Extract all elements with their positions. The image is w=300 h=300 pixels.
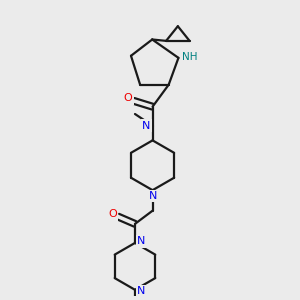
Text: N: N bbox=[137, 286, 146, 296]
Text: NH: NH bbox=[182, 52, 198, 62]
Text: N: N bbox=[137, 236, 146, 247]
Text: N: N bbox=[148, 191, 157, 201]
Text: O: O bbox=[124, 94, 133, 103]
Text: N: N bbox=[142, 121, 150, 131]
Text: O: O bbox=[108, 209, 117, 219]
